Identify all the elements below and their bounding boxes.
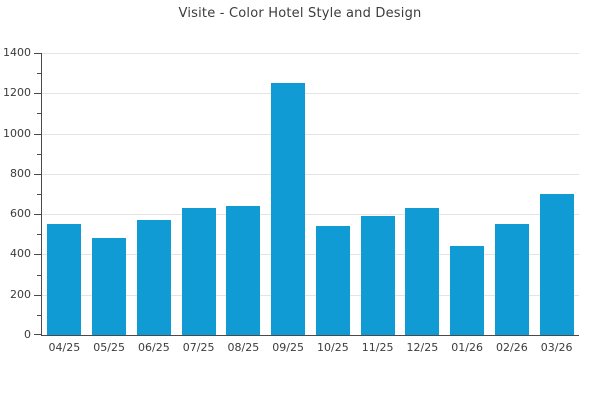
x-axis-labels: 04/25 05/25 06/25 07/25 08/25 09/25 10/25 11/25… — [42, 341, 579, 354]
x-tick-label: 12/25 — [406, 341, 439, 354]
bar-06/25 — [136, 220, 171, 335]
bar-08/25 — [226, 206, 261, 335]
y-major-tick — [34, 334, 41, 335]
y-tick-label: 600 — [10, 207, 31, 221]
bar-slot — [355, 53, 400, 335]
bar-07/25 — [181, 208, 216, 335]
x-tick-label: 08/25 — [227, 341, 260, 354]
y-major-tick — [34, 173, 41, 175]
x-tick-label: 11/25 — [361, 341, 394, 354]
bars-container — [42, 53, 579, 335]
bar-slot — [445, 53, 490, 335]
bar-slot — [490, 53, 535, 335]
gridline — [42, 173, 579, 175]
x-tick-label: 09/25 — [272, 341, 304, 354]
bar-10/25 — [315, 226, 350, 335]
y-tick-label: 1400 — [3, 46, 31, 59]
y-tick-label: 200 — [10, 287, 31, 301]
y-minor-tick — [37, 194, 41, 195]
x-tick-label: 06/25 — [138, 341, 170, 354]
chart-title: Visite - Color Hotel Style and Design — [178, 6, 422, 21]
y-major-tick — [34, 133, 41, 135]
y-major-tick — [34, 254, 41, 256]
bar-04/25 — [47, 224, 82, 335]
y-tick-label: 0 — [24, 328, 31, 341]
bar-09/25 — [271, 83, 306, 335]
bar-05/25 — [92, 238, 127, 335]
bar-03/26 — [539, 194, 574, 335]
bar-slot — [132, 53, 177, 335]
gridline — [42, 294, 579, 296]
y-major-tick — [34, 93, 41, 95]
y-tick-label: 800 — [10, 166, 31, 180]
x-tick-label: 02/26 — [496, 341, 528, 354]
y-minor-tick — [37, 234, 41, 236]
x-tick-label: 04/25 — [48, 341, 81, 354]
y-minor-tick — [37, 153, 41, 155]
bar-12/25 — [405, 208, 440, 335]
bar-slot — [266, 53, 311, 335]
x-tick-label: 05/25 — [93, 341, 125, 354]
y-major-tick — [34, 214, 41, 216]
y-tick-label: 1200 — [3, 86, 31, 100]
bar-02/26 — [494, 224, 529, 335]
x-tick-label: 03/26 — [540, 341, 573, 354]
bar-slot — [400, 53, 445, 335]
y-minor-tick — [37, 314, 41, 316]
x-tick-label: 10/25 — [317, 341, 349, 354]
gridline — [42, 53, 579, 54]
y-major-tick — [34, 53, 41, 54]
bar-slot — [534, 53, 579, 335]
y-tick-label: 1000 — [3, 126, 31, 140]
bar-slot — [42, 53, 87, 335]
bar-slot — [87, 53, 132, 335]
y-minor-tick — [37, 274, 41, 276]
bar-slot — [176, 53, 221, 335]
gridline — [42, 93, 579, 95]
plot-area: 0 200 400 600 800 1000 1200 1400 04/25 05/25 06/2… — [3, 47, 579, 354]
y-major-tick — [34, 294, 41, 296]
x-tick-label: 01/26 — [451, 341, 483, 354]
bar-01/26 — [450, 246, 485, 335]
gridline — [42, 254, 579, 256]
bar-slot — [311, 53, 356, 335]
x-tick-label: 07/25 — [182, 341, 215, 354]
bar-11/25 — [360, 216, 395, 335]
y-minor-tick — [37, 73, 41, 75]
gridline — [42, 214, 579, 216]
gridline — [42, 133, 579, 135]
y-tick-label: 400 — [10, 247, 31, 261]
y-minor-tick — [37, 113, 41, 115]
bar-slot — [221, 53, 266, 335]
